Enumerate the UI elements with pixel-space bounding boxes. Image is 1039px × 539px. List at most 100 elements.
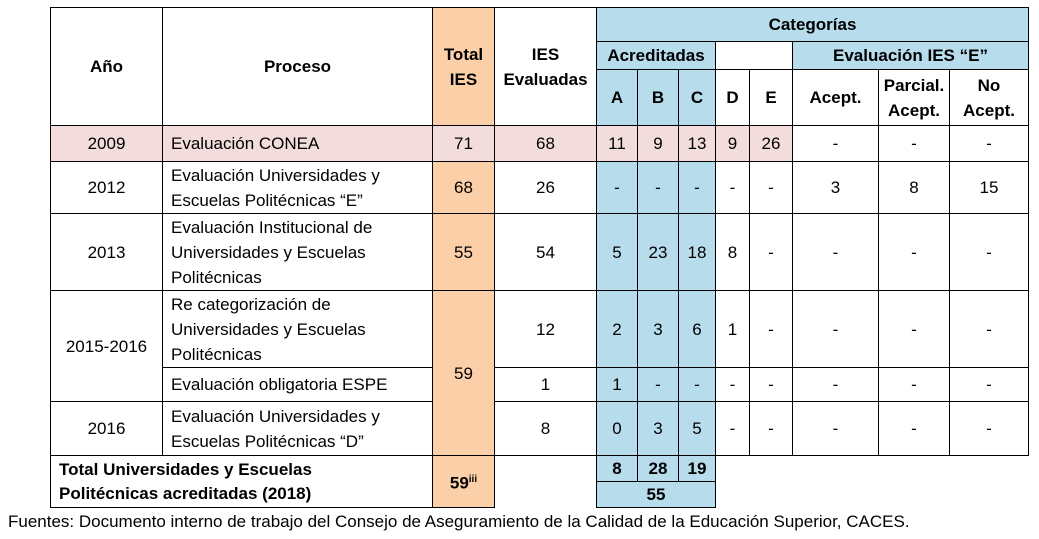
table-row: 2013 Evaluación Institucional de Universi… [50,213,1029,291]
year-cell: 2015-2016 [50,290,163,402]
header-cat-c: C [678,69,716,126]
cat-e-cell: - [749,161,793,214]
header-categorias: Categorías [596,7,1029,42]
acept-cell: 3 [792,161,879,214]
no-acept-cell: - [949,401,1029,456]
total-empty [495,456,597,508]
acept-cell: - [792,401,879,456]
evaluadas-cell: 54 [494,213,597,291]
cat-a-cell: - [596,161,638,214]
cat-d-cell: - [715,367,750,402]
header-cat-a: A [596,69,638,126]
header-process: Proceso [162,7,433,126]
total-sum-row: 55 [51,481,1029,508]
total-ies-2018: 59iii [432,455,495,508]
cat-b-cell: 23 [637,213,679,291]
total-accredited-sum: 55 [596,481,716,508]
header-parcial-acept: Parcial. Acept. [878,69,950,126]
header-cat-e: E [749,69,793,126]
parcial-cell: - [878,290,950,368]
header-total-ies: Total IES [432,7,495,126]
evaluadas-cell: 12 [494,290,597,368]
header-evaluacion-e: Evaluación IES “E” [792,41,1029,70]
cat-e-cell: - [749,213,793,291]
header-acreditadas: Acreditadas [596,41,716,70]
process-cell: Evaluación Institucional de Universidades… [162,213,433,291]
acept-cell: - [792,367,879,402]
table-row: 2015-2016 Re categorización de Universida… [50,290,1029,456]
no-acept-cell: - [949,125,1029,162]
cat-d-cell: - [715,401,750,456]
parcial-cell: - [878,213,950,291]
evaluadas-cell: 8 [494,401,597,456]
header-blank [715,41,793,70]
cat-d-cell: 8 [715,213,750,291]
header-cat-b: B [637,69,679,126]
process-cell: Evaluación Universidades y Escuelas Polit… [162,161,433,214]
cat-c-cell: 5 [678,401,716,456]
process-cell: Re categorización de Universidades y Escu… [162,290,433,368]
total-cell: 59 [432,290,495,456]
cat-a-cell: 0 [596,401,638,456]
total-label: Total Universidades y Escuelas Politécnic… [50,455,433,508]
cat-a-cell: 1 [596,367,638,402]
total-c: 19 [678,455,716,482]
cat-a-cell: 5 [596,213,638,291]
parcial-cell: - [878,125,950,162]
cat-d-cell: 9 [715,125,750,162]
cat-c-cell: 6 [678,290,716,368]
evaluation-table: Año Proceso Total IES IES Evaluadas Catego… [50,7,1029,508]
cat-b-cell: 3 [637,290,679,368]
table-row: 2016 Evaluación Universidades y Escuelas … [50,401,1029,456]
header-ies-evaluadas: IES Evaluadas [494,7,597,126]
cat-e-cell: - [749,401,793,456]
process-cell: Evaluación obligatoria ESPE [162,367,433,402]
total-cell: 68 [432,161,495,214]
table-row: Evaluación obligatoria ESPE 1 1 - - - - … [51,367,1029,402]
process-cell: Evaluación Universidades y Escuelas Polit… [162,401,433,456]
table-row: 2009 Evaluación CONEA 71 68 11 9 13 9 26… [50,125,1029,162]
parcial-cell: - [878,401,950,456]
evaluadas-cell: 68 [494,125,597,162]
total-cell: 55 [432,213,495,291]
cat-c-cell: 13 [678,125,716,162]
header-year: Año [50,7,163,126]
no-acept-cell: - [949,290,1029,368]
cat-b-cell: - [637,161,679,214]
cat-a-cell: 2 [596,290,638,368]
header-acept: Acept. [792,69,879,126]
year-cell: 2009 [50,125,163,162]
cat-d-cell: - [715,161,750,214]
header-no-acept: No Acept. [949,69,1029,126]
total-row: Total Universidades y Escuelas Politécnic… [50,455,1029,508]
source-note: Fuentes: Documento interno de trabajo de… [8,512,910,531]
acept-cell: - [792,213,879,291]
process-cell: Evaluación CONEA [162,125,433,162]
cat-b-cell: - [637,367,679,402]
acept-cell: - [792,290,879,368]
cat-d-cell: 1 [715,290,750,368]
cat-e-cell: - [749,290,793,368]
evaluadas-cell: 26 [494,161,597,214]
table-row: 2012 Evaluación Universidades y Escuelas … [50,161,1029,214]
cat-c-cell: - [678,161,716,214]
no-acept-cell: - [949,213,1029,291]
total-cell: 71 [432,125,495,162]
cat-b-cell: 9 [637,125,679,162]
cat-c-cell: 18 [678,213,716,291]
parcial-cell: - [878,367,950,402]
cat-c-cell: - [678,367,716,402]
no-acept-cell: 15 [949,161,1029,214]
evaluadas-cell: 1 [494,367,597,402]
year-cell: 2012 [50,161,163,214]
no-acept-cell: - [949,367,1029,402]
cat-e-cell: - [749,367,793,402]
header-cat-d: D [715,69,750,126]
acept-cell: - [792,125,879,162]
total-b: 28 [637,455,679,482]
cat-e-cell: 26 [749,125,793,162]
total-a: 8 [596,455,638,482]
year-cell: 2016 [50,401,163,456]
parcial-cell: 8 [878,161,950,214]
total-empty-right [716,456,1029,508]
